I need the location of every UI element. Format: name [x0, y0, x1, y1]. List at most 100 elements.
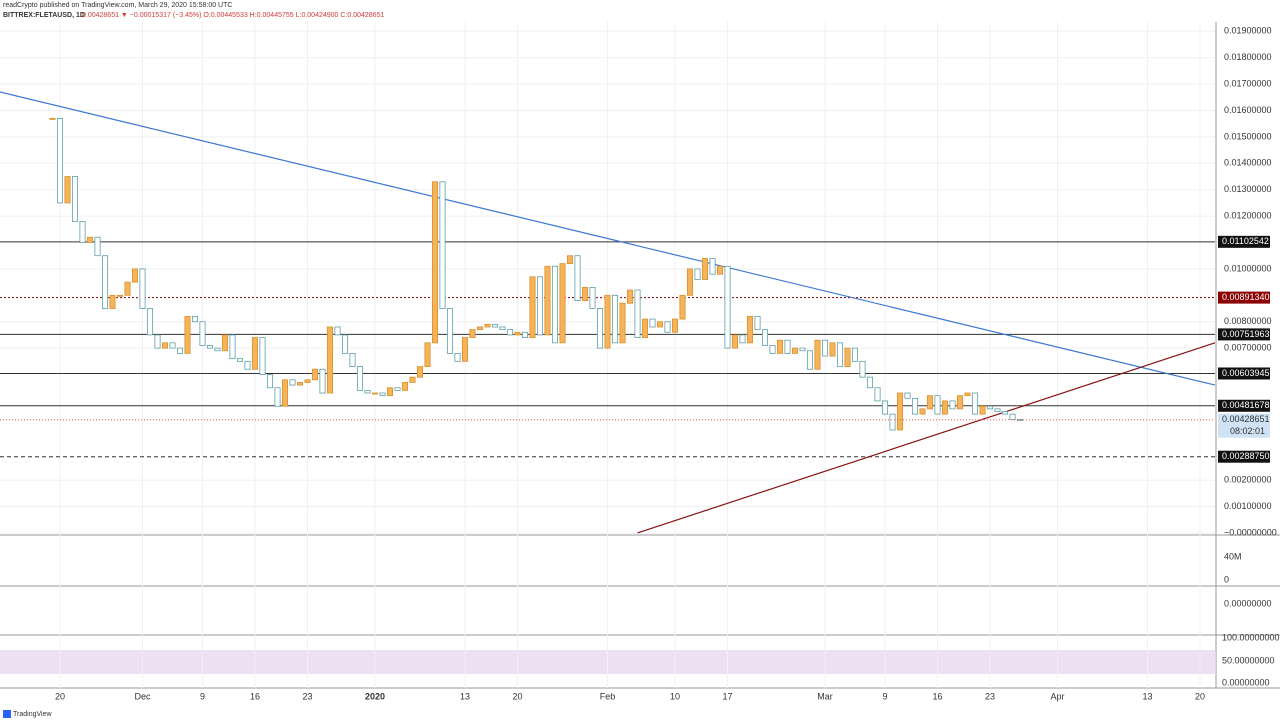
candle [904, 392, 911, 399]
y-tick-label: 0.01700000 [1224, 78, 1272, 88]
candle [889, 413, 896, 431]
candle [971, 392, 979, 415]
candle [769, 345, 776, 354]
candle [709, 257, 716, 275]
candle [191, 316, 199, 323]
candle [941, 400, 949, 415]
candle [244, 360, 251, 370]
candle [1009, 413, 1016, 420]
candle [529, 276, 536, 338]
candle [371, 392, 379, 395]
candle [64, 176, 71, 204]
level-badge [1218, 328, 1270, 341]
candle [566, 255, 574, 265]
y-tick-label: 0.01000000 [1224, 263, 1272, 273]
candle [656, 321, 664, 328]
level-label: 0.00603945 [1222, 368, 1270, 378]
candle [394, 387, 401, 391]
candle [341, 334, 349, 354]
candle [986, 405, 994, 410]
x-tick-label: Apr [1050, 691, 1064, 701]
candle [596, 308, 604, 349]
candle [964, 392, 971, 397]
candle [514, 331, 521, 336]
candle [791, 347, 799, 354]
candle [409, 376, 416, 383]
candle [311, 368, 319, 381]
candle [821, 339, 829, 357]
candle [56, 118, 64, 204]
candle [146, 308, 154, 336]
candle [589, 286, 596, 309]
level-label: 0.01102542 [1222, 236, 1269, 246]
countdown: 08:02:01 [1230, 426, 1265, 436]
candle [386, 387, 394, 397]
candle [461, 337, 469, 362]
candle [229, 334, 236, 360]
candle [694, 268, 701, 280]
candle [896, 392, 904, 431]
candle [536, 276, 544, 336]
candle [671, 318, 679, 333]
candle [124, 281, 131, 296]
candle [109, 294, 116, 309]
candle [634, 289, 641, 338]
candle [836, 342, 844, 368]
candle [559, 263, 566, 344]
brand: TradingView [13, 711, 52, 718]
candle [911, 397, 919, 415]
candle [251, 337, 259, 370]
candle [1001, 411, 1009, 415]
candle [851, 347, 859, 362]
x-tick-label: Feb [600, 691, 616, 701]
candle [131, 268, 139, 283]
candle [641, 318, 649, 338]
level-label: 0.00891340 [1222, 292, 1270, 302]
candle [349, 353, 356, 368]
candle [71, 176, 79, 222]
y-tick-label: 0.01600000 [1224, 105, 1272, 115]
candle [979, 405, 986, 415]
level-badge [1218, 450, 1270, 463]
level-label: 0.00751963 [1222, 329, 1270, 339]
x-tick-label: 16 [250, 691, 260, 701]
publisher: readCrypto published on TradingView.com,… [3, 2, 232, 9]
price-badge [1218, 413, 1270, 438]
candle [184, 316, 191, 354]
candle [49, 118, 56, 120]
x-tick-label: 16 [932, 691, 942, 701]
y-tick-label: 0.00100000 [1224, 501, 1272, 511]
macd-tick: 0.00000000 [1224, 598, 1272, 608]
candle [574, 255, 581, 301]
candle [626, 289, 634, 304]
volume-tick: 0 [1224, 574, 1229, 584]
x-tick-label: 20 [1195, 691, 1205, 701]
candle [206, 345, 214, 349]
candle [296, 382, 304, 386]
y-tick-label: 0.01200000 [1224, 210, 1272, 220]
symbol: BITTREX:FLETAUSD, 1D [3, 12, 85, 19]
candle [844, 347, 851, 368]
candle [221, 334, 229, 352]
candle [379, 392, 386, 397]
quote: 0.00428651 ▼ −0.00015317 (−3.45%) O:0.00… [82, 12, 384, 19]
candle [214, 347, 221, 352]
y-tick-label: 0.01500000 [1224, 131, 1272, 141]
candle [431, 181, 439, 344]
y-tick-label: 0.00700000 [1224, 342, 1272, 352]
y-tick-label: 0.01800000 [1224, 52, 1272, 62]
candle [364, 389, 371, 394]
candle [469, 329, 476, 338]
level-label: 0.00288750 [1222, 451, 1270, 461]
candle [731, 334, 739, 349]
candle [416, 366, 424, 378]
candle [581, 286, 589, 301]
candle [289, 379, 296, 386]
candle [334, 326, 341, 336]
last-price-label: 0.00428651 [1222, 414, 1270, 424]
candle [739, 334, 746, 344]
x-tick-label: 10 [670, 691, 680, 701]
rsi-tick: 100.00000000 [1222, 632, 1280, 642]
candle [754, 316, 761, 331]
